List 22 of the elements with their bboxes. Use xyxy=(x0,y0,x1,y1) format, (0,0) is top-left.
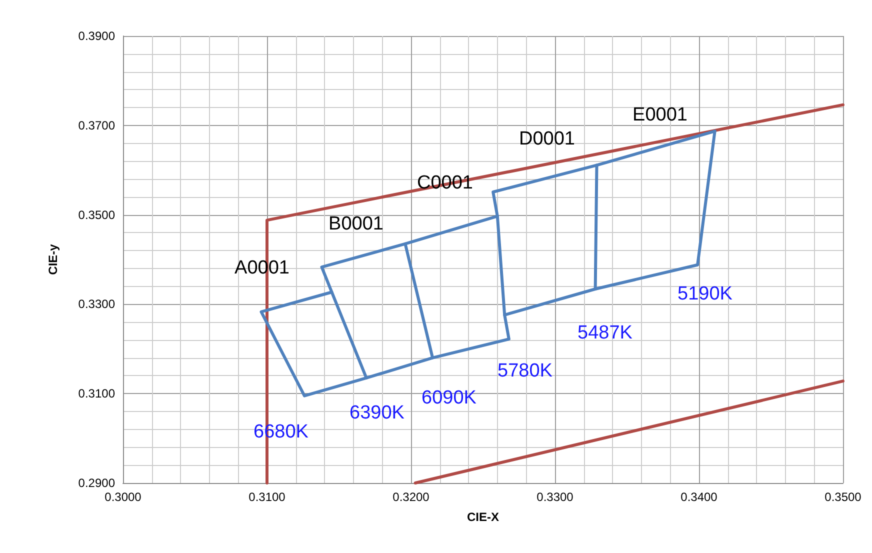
y-tick-label: 0.3900 xyxy=(78,29,116,43)
annotation: 5190K xyxy=(678,284,733,304)
y-tick-label: 0.3700 xyxy=(78,118,116,132)
y-tick-label: 0.3100 xyxy=(78,386,116,401)
x-tick-label: 0.3500 xyxy=(824,490,862,504)
y-tick-label: 0.2900 xyxy=(78,476,116,490)
y-tick-label: 0.3500 xyxy=(78,208,116,222)
annotation: E0001 xyxy=(632,104,688,126)
annotation: 5487K xyxy=(578,322,633,344)
annotation: 5780K xyxy=(498,360,553,382)
x-axis-title: CIE-X xyxy=(466,510,500,524)
y-axis-title: CIE-y xyxy=(46,244,60,275)
x-tick-label: 0.3000 xyxy=(104,490,142,504)
y-tick-label: 0.3300 xyxy=(78,297,116,312)
x-tick-label: 0.3300 xyxy=(536,490,574,504)
x-tick-label: 0.3200 xyxy=(392,490,430,504)
annotation: 6390K xyxy=(350,402,405,424)
annotation: 6090K xyxy=(422,388,477,408)
annotation: D0001 xyxy=(519,128,575,150)
x-tick-label: 0.3100 xyxy=(248,490,286,504)
x-tick-label: 0.3400 xyxy=(680,490,718,504)
annotation: B0001 xyxy=(328,214,384,234)
